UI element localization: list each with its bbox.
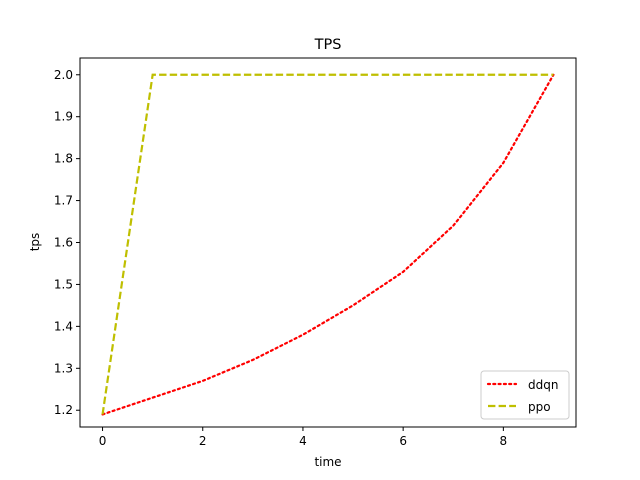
y-tick-label: 2.0 [54,68,73,82]
y-axis-label: tps [28,233,42,252]
x-tick-label: 6 [399,434,407,448]
y-tick-label: 1.9 [54,110,73,124]
y-tick-label: 1.4 [54,319,73,333]
y-tick-label: 1.6 [54,236,73,250]
y-tick-label: 1.5 [54,277,73,291]
legend: ddqn ppo [480,370,570,420]
y-tick-label: 1.2 [54,403,73,417]
series-line-ppo [101,73,554,415]
series-line-ddqn [101,73,555,416]
legend-label-ppo: ppo [528,400,551,414]
y-tick-label: 1.7 [54,194,73,208]
x-tick-label: 2 [199,434,207,448]
legend-label-ddqn: ddqn [528,378,558,392]
plot-lines [101,73,555,416]
x-tick-label: 8 [500,434,508,448]
chart-title: TPS [314,37,342,53]
y-tick-label: 1.8 [54,152,73,166]
x-axis-label: time [314,455,341,469]
x-tick-label: 4 [299,434,307,448]
x-tick-label: 0 [99,434,107,448]
y-axis-ticks: 1.2 1.3 1.4 1.5 1.6 1.7 1.8 1.9 2.0 [54,68,80,417]
y-tick-label: 1.3 [54,361,73,375]
x-axis-ticks: 0 2 4 6 8 [99,427,507,448]
